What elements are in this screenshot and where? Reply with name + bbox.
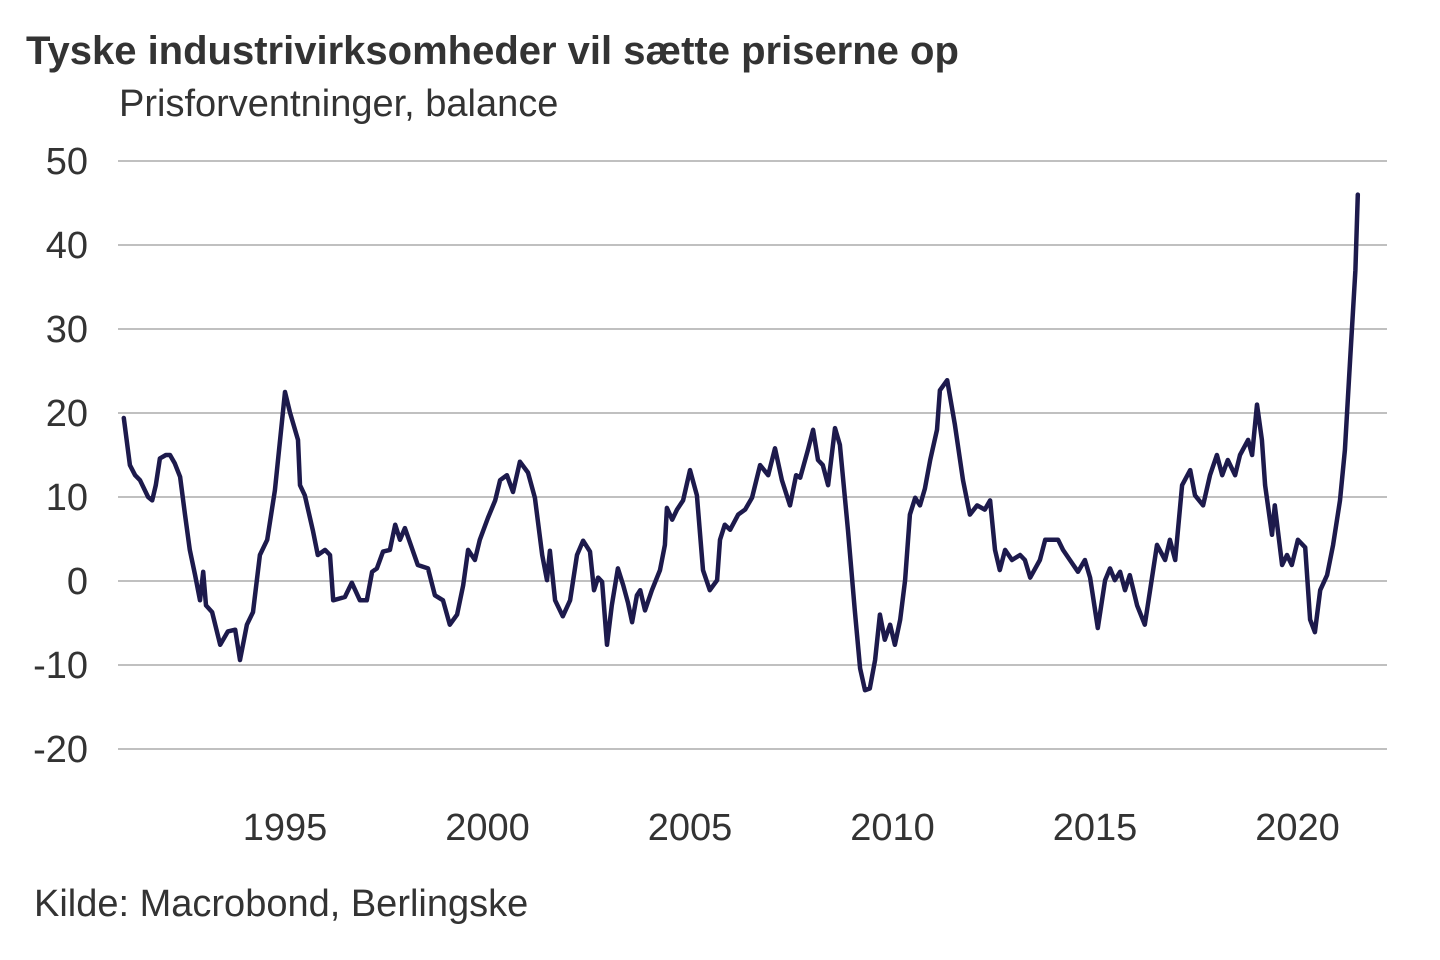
series-line [121,192,1361,693]
gridlines [118,160,1387,750]
y-tick-label: -20 [33,729,88,771]
y-tick-label: 0 [67,561,88,603]
chart-subtitle: Prisforventninger, balance [119,83,558,125]
source-note: Kilde: Macrobond, Berlingske [34,883,528,925]
x-axis-ticks: 1995 2000 2005 2010 2015 2020 [243,807,1340,849]
x-tick-label: 2000 [445,807,530,849]
y-tick-label: 10 [46,477,88,519]
y-tick-label: 40 [46,225,88,267]
chart-title: Tyske industrivirksomheder vil sætte pri… [26,29,959,73]
y-tick-label: -10 [33,645,88,687]
x-tick-label: 2020 [1255,807,1340,849]
x-tick-label: 2015 [1053,807,1138,849]
x-tick-label: 1995 [243,807,328,849]
x-tick-label: 2005 [648,807,733,849]
y-tick-label: 50 [46,141,88,183]
y-axis-ticks: 50 40 30 20 10 0 -10 -20 [33,141,88,771]
y-tick-label: 30 [46,309,88,351]
x-tick-label: 2010 [850,807,935,849]
y-tick-label: 20 [46,393,88,435]
